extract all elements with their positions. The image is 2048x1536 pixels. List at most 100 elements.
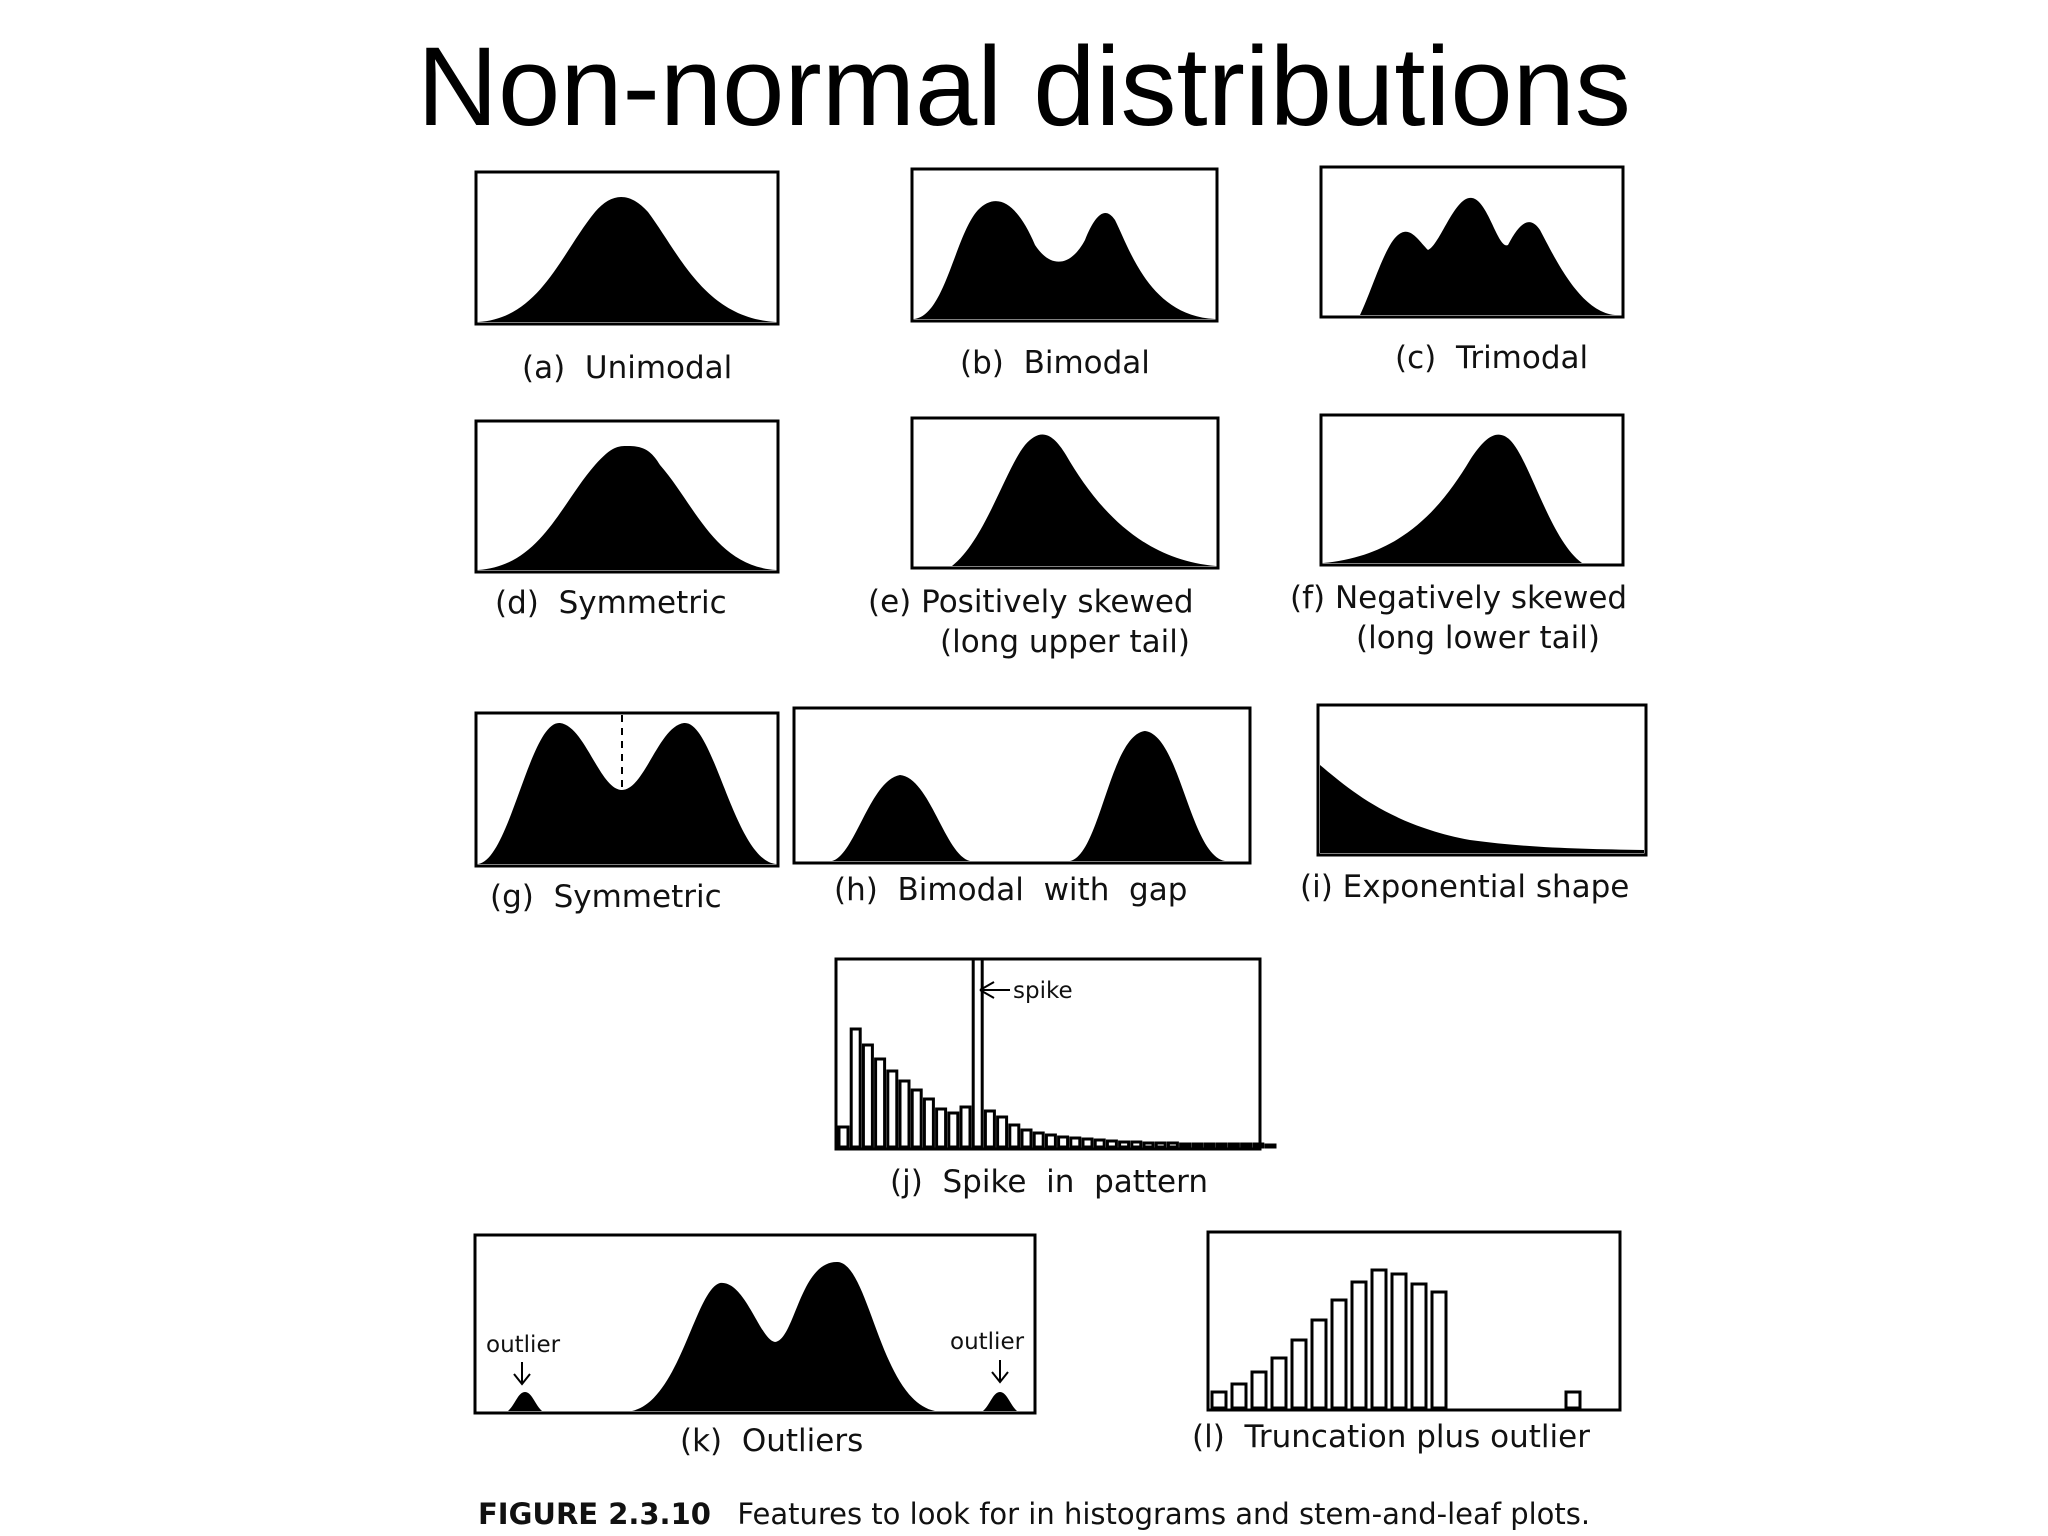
spike-histogram-bar — [947, 1111, 960, 1149]
spike-histogram-bar — [1093, 1138, 1106, 1149]
truncation-histogram-bar — [1210, 1390, 1228, 1410]
spike-histogram-bar — [874, 1057, 887, 1149]
figure-number: FIGURE 2.3.10 — [478, 1497, 711, 1531]
panel-exponential: (i) Exponential shape — [1300, 703, 1648, 905]
spike-histogram-bar — [983, 1109, 996, 1149]
spike-histogram-bar — [1069, 1136, 1082, 1149]
outliers-main-curve — [632, 1261, 935, 1411]
spike-histogram-bar — [1203, 1142, 1216, 1149]
spike-histogram-bar — [1264, 1143, 1277, 1149]
outlier-left-arrow-icon — [513, 1362, 531, 1386]
panel-caption: (i) Exponential shape — [1300, 869, 1629, 905]
spike-histogram-bar — [898, 1079, 911, 1149]
negatively-skewed-curve — [1323, 434, 1582, 563]
outlier-right-bump — [983, 1392, 1017, 1411]
panel-symmetric-bimodal: (g) Symmetric — [474, 711, 780, 915]
figure-caption: FIGURE 2.3.10 Features to look for in hi… — [478, 1497, 1590, 1531]
spike-histogram-bar — [1215, 1142, 1228, 1149]
truncation-histogram-bar — [1390, 1272, 1408, 1410]
panel-caption: (a) Unimodal — [522, 350, 732, 386]
spike-histogram-bar — [1008, 1123, 1021, 1149]
truncation-histogram-bar — [1310, 1318, 1328, 1410]
panel-caption: (b) Bimodal — [960, 345, 1150, 381]
outlier-left-bump — [508, 1392, 542, 1411]
spike-histogram-bar — [1142, 1141, 1155, 1149]
panel-spike-in-pattern: spike (j) Spike in pattern — [834, 957, 1277, 1200]
panel-caption: (c) Trimodal — [1395, 340, 1588, 376]
spike-histogram-bar — [910, 1088, 923, 1149]
spike-arrow-icon — [979, 981, 1006, 999]
symmetric-bimodal-curve — [478, 722, 776, 864]
spike-histogram-bar — [1130, 1140, 1143, 1149]
panel-bimodal: (b) Bimodal — [910, 167, 1219, 381]
spike-histogram-bar — [1179, 1142, 1192, 1149]
slide-title: Non-normal distributions — [417, 24, 1631, 149]
spike-histogram-bar — [1252, 1142, 1265, 1149]
figure-caption-text: Features to look for in histograms and s… — [737, 1497, 1590, 1531]
truncation-histogram-bar — [1250, 1370, 1268, 1410]
truncation-histogram-bar — [1370, 1268, 1388, 1410]
spike-histogram-bar — [959, 1105, 972, 1149]
spike-histogram-bar — [1020, 1128, 1033, 1149]
panel-unimodal: (a) Unimodal — [474, 170, 780, 386]
spike-histogram-bar — [861, 1043, 874, 1149]
panel-caption: (j) Spike in pattern — [890, 1164, 1208, 1200]
outlier-right-label: outlier — [950, 1329, 1025, 1355]
truncation-histogram-bar — [1410, 1282, 1428, 1410]
bimodal-gap-right-curve — [1070, 731, 1225, 861]
spike-histogram-bar — [1118, 1140, 1131, 1149]
panel-outliers: outlier outlier (k) Outliers — [473, 1233, 1037, 1459]
exponential-curve — [1320, 765, 1644, 853]
spike-histogram-bar — [996, 1115, 1009, 1149]
panel-negatively-skewed: (f) Negatively skewed (long lower tail) — [1290, 413, 1627, 656]
panel-caption: (h) Bimodal with gap — [834, 872, 1187, 908]
panel-caption: (l) Truncation plus outlier — [1192, 1419, 1590, 1455]
panel-symmetric-unimodal: (d) Symmetric — [474, 419, 780, 621]
panel-bimodal-with-gap: (h) Bimodal with gap — [792, 706, 1252, 908]
spike-histogram-bar — [1154, 1141, 1167, 1149]
spike-histogram-bar — [1191, 1142, 1204, 1149]
truncation-histogram-bars — [1210, 1268, 1582, 1410]
truncation-histogram-bar — [1330, 1298, 1348, 1410]
panel-caption-line1: (e) Positively skewed — [868, 584, 1194, 620]
panel-caption: (g) Symmetric — [490, 879, 722, 915]
spike-histogram-bar — [935, 1107, 948, 1149]
positively-skewed-curve — [952, 434, 1216, 566]
panel-caption: (k) Outliers — [680, 1423, 863, 1459]
spike-histogram-bars — [837, 957, 1277, 1149]
outlier-right-arrow-icon — [991, 1360, 1009, 1384]
outlier-left-label: outlier — [486, 1332, 561, 1358]
spike-annotation: spike — [1013, 978, 1073, 1004]
truncation-histogram-bar — [1230, 1382, 1248, 1410]
spike-histogram-bar — [849, 1027, 862, 1149]
spike-histogram-bar — [1057, 1135, 1070, 1149]
truncation-histogram-bar — [1270, 1356, 1288, 1410]
spike-histogram-bar — [922, 1097, 935, 1149]
panel-caption-line2: (long lower tail) — [1356, 620, 1600, 656]
spike-histogram-bar — [837, 1125, 850, 1149]
spike-histogram-bar — [1227, 1142, 1240, 1149]
panel-positively-skewed: (e) Positively skewed (long upper tail) — [868, 416, 1220, 660]
spike-histogram-bar — [971, 957, 984, 1149]
panel-trimodal: (c) Trimodal — [1319, 165, 1625, 376]
truncation-histogram-bar — [1430, 1290, 1448, 1410]
truncation-outlier-bar — [1564, 1390, 1582, 1410]
trimodal-curve — [1360, 197, 1615, 315]
panel-caption-line1: (f) Negatively skewed — [1290, 580, 1627, 616]
bimodal-gap-left-curve — [832, 775, 970, 861]
truncation-histogram-bar — [1350, 1280, 1368, 1410]
spike-histogram-bar — [1032, 1131, 1045, 1149]
unimodal-curve — [478, 197, 776, 322]
symmetric-curve — [478, 446, 776, 570]
panel-truncation-plus-outlier: (l) Truncation plus outlier — [1192, 1230, 1622, 1455]
bimodal-curve — [914, 201, 1215, 319]
spike-histogram-bar — [1081, 1137, 1094, 1149]
panel-caption: (d) Symmetric — [495, 585, 727, 621]
spike-histogram-bar — [1240, 1142, 1253, 1149]
spike-histogram-bar — [1044, 1133, 1057, 1149]
panel-caption-line2: (long upper tail) — [940, 624, 1190, 660]
spike-histogram-bar — [1166, 1141, 1179, 1149]
spike-histogram-bar — [1105, 1139, 1118, 1149]
spike-histogram-bar — [886, 1069, 899, 1149]
